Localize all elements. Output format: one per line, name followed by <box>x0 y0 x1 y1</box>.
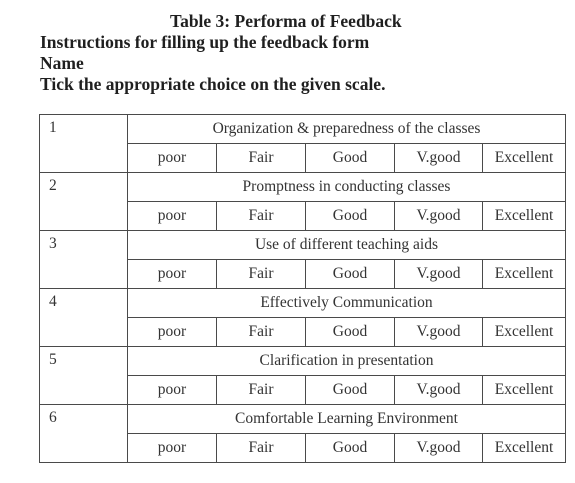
criterion-row: 5 Clarification in presentation <box>39 346 566 405</box>
scale-option-good[interactable]: Good <box>305 317 395 347</box>
form-heading: Table 3: Performa of Feedback Instructio… <box>40 11 575 95</box>
scale-row: poor Fair Good V.good Excellent <box>40 259 566 289</box>
scale-option-excellent[interactable]: Excellent <box>482 259 566 289</box>
scale-option-fair[interactable]: Fair <box>216 375 306 405</box>
scale-option-good[interactable]: Good <box>305 375 395 405</box>
criterion-label: Clarification in presentation <box>127 346 566 376</box>
criterion-row: 1 Organization & preparedness of the clas… <box>39 114 566 173</box>
scale-option-excellent[interactable]: Excellent <box>482 433 566 463</box>
scale-option-excellent[interactable]: Excellent <box>482 143 566 173</box>
item-number: 2 <box>39 172 128 231</box>
scale-row: poor Fair Good V.good Excellent <box>40 143 566 173</box>
scale-option-v-good[interactable]: V.good <box>394 317 483 347</box>
scale-option-good[interactable]: Good <box>305 433 395 463</box>
criterion-label: Organization & preparedness of the class… <box>127 114 566 144</box>
scale-option-poor[interactable]: poor <box>127 143 217 173</box>
scale-option-poor[interactable]: poor <box>127 375 217 405</box>
scale-row: poor Fair Good V.good Excellent <box>40 201 566 231</box>
scale-option-fair[interactable]: Fair <box>216 317 306 347</box>
scale-option-v-good[interactable]: V.good <box>394 259 483 289</box>
criterion-label: Promptness in conducting classes <box>127 172 566 202</box>
table-title: Table 3: Performa of Feedback <box>170 11 402 31</box>
scale-option-v-good[interactable]: V.good <box>394 375 483 405</box>
item-number: 6 <box>39 404 128 463</box>
scale-option-excellent[interactable]: Excellent <box>482 375 566 405</box>
tick-instruction: Tick the appropriate choice on the given… <box>40 74 386 94</box>
feedback-table: 1 Organization & preparedness of the clas… <box>39 114 566 463</box>
criterion-row: 3 Use of different teaching aids <box>39 230 566 289</box>
scale-option-good[interactable]: Good <box>305 259 395 289</box>
scale-option-v-good[interactable]: V.good <box>394 201 483 231</box>
item-number: 3 <box>39 230 128 289</box>
scale-option-fair[interactable]: Fair <box>216 433 306 463</box>
item-number: 4 <box>39 288 128 347</box>
scale-option-poor[interactable]: poor <box>127 317 217 347</box>
scale-row: poor Fair Good V.good Excellent <box>40 317 566 347</box>
name-label: Name <box>40 53 84 73</box>
item-number: 1 <box>39 114 128 173</box>
scale-option-good[interactable]: Good <box>305 201 395 231</box>
scale-option-poor[interactable]: poor <box>127 201 217 231</box>
scale-option-fair[interactable]: Fair <box>216 201 306 231</box>
criterion-label: Comfortable Learning Environment <box>127 404 566 434</box>
criterion-row: 2 Promptness in conducting classes <box>39 172 566 231</box>
criterion-label: Use of different teaching aids <box>127 230 566 260</box>
criterion-row: 4 Effectively Communication <box>39 288 566 347</box>
scale-option-poor[interactable]: poor <box>127 433 217 463</box>
scale-option-v-good[interactable]: V.good <box>394 433 483 463</box>
scale-option-excellent[interactable]: Excellent <box>482 201 566 231</box>
scale-option-fair[interactable]: Fair <box>216 259 306 289</box>
scale-option-good[interactable]: Good <box>305 143 395 173</box>
scale-option-v-good[interactable]: V.good <box>394 143 483 173</box>
scale-option-excellent[interactable]: Excellent <box>482 317 566 347</box>
criterion-label: Effectively Communication <box>127 288 566 318</box>
scale-option-fair[interactable]: Fair <box>216 143 306 173</box>
scale-row: poor Fair Good V.good Excellent <box>40 433 566 463</box>
item-number: 5 <box>39 346 128 405</box>
criterion-row: 6 Comfortable Learning Environment <box>39 404 566 463</box>
instructions-text: Instructions for filling up the feedback… <box>40 32 370 52</box>
scale-row: poor Fair Good V.good Excellent <box>40 375 566 405</box>
scale-option-poor[interactable]: poor <box>127 259 217 289</box>
